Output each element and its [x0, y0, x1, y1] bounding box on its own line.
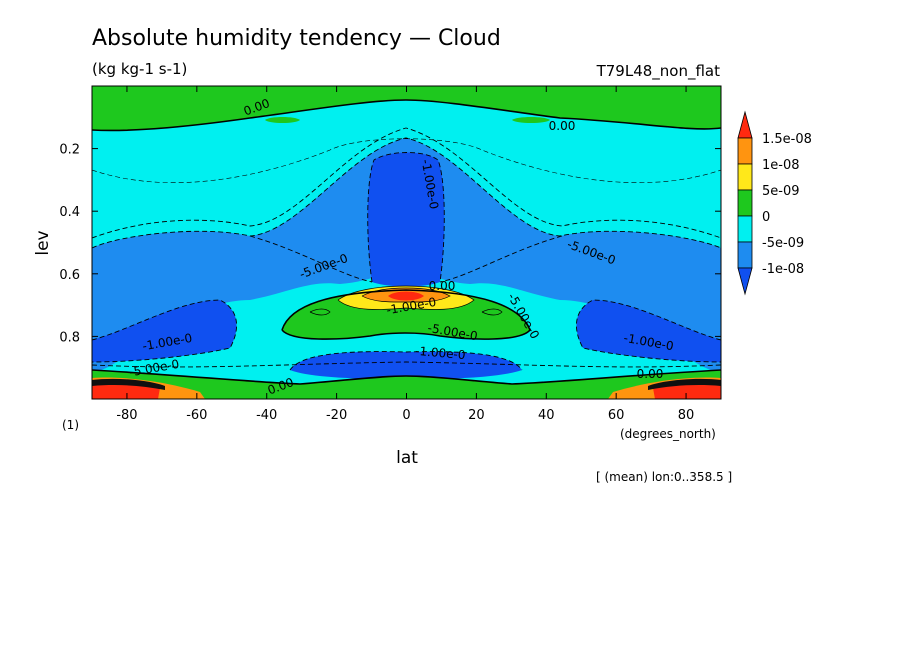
positive-contours	[309, 285, 503, 316]
x-tick-label: 40	[538, 408, 555, 423]
units-subtitle: (kg kg-1 s-1)	[92, 60, 187, 78]
colorbar-label: 5e-09	[762, 184, 800, 199]
contour-label: 0.00	[637, 367, 664, 381]
y-tick-label: 0.6	[59, 268, 80, 283]
x-tick-label: -20	[326, 408, 347, 423]
x-tick-label: -40	[256, 408, 277, 423]
colorbar-label: -5e-09	[762, 236, 804, 251]
colorbar-swatch	[737, 267, 753, 296]
x-tick-label: -80	[116, 408, 137, 423]
y-tick-label: 0.8	[59, 330, 80, 345]
contour-label: -1.00e-0	[415, 344, 466, 362]
colorbar-label: 1e-08	[762, 158, 800, 173]
experiment-label: T79L48_non_flat	[596, 62, 721, 81]
x-tick-label: 80	[678, 408, 695, 423]
contour-label: 0.00	[549, 119, 576, 133]
y-tick-label: 0.2	[59, 143, 80, 158]
y-tick-label: 0.4	[59, 205, 80, 220]
colorbar-swatch	[737, 241, 753, 269]
colorbar-swatch	[737, 215, 753, 243]
colorbar-swatch	[737, 110, 753, 139]
contour-fill	[92, 86, 721, 399]
negative-contours	[92, 127, 721, 371]
colorbar-label: 0	[762, 210, 770, 225]
x-axis-label: lat	[396, 448, 418, 468]
colorbar-swatch	[737, 189, 753, 217]
zero-contours	[92, 99, 721, 385]
y-axis-label: lev	[33, 230, 53, 255]
contour-label: 0.00	[429, 279, 456, 293]
x-axis-units: (degrees_north)	[620, 427, 716, 441]
y-axis-ticks: 0.2 0.4 0.6 0.8	[59, 143, 721, 345]
y-axis-units: (1)	[62, 418, 79, 432]
averaging-note: [ (mean) lon:0..358.5 ]	[596, 470, 732, 484]
x-tick-label: 60	[608, 408, 625, 423]
x-tick-label: 20	[468, 408, 485, 423]
colorbar-swatch	[737, 137, 753, 165]
x-axis-ticks: -80 -60 -40 -20 0 20 40 60 80	[116, 86, 694, 423]
colorbar-label: 1.5e-08	[762, 132, 812, 147]
colorbar-label: -1e-08	[762, 262, 804, 277]
x-tick-label: 0	[402, 408, 410, 423]
x-tick-label: -60	[186, 408, 207, 423]
colorbar: 1.5e-08 1e-08 5e-09 0 -5e-09 -1e-08	[737, 110, 812, 296]
plot-area: 0.000.000.000.000.00-1.00e-0-1.00e-0 -1.0…	[91, 85, 722, 400]
chart-title: Absolute humidity tendency — Cloud	[92, 26, 501, 51]
colorbar-swatch	[737, 163, 753, 191]
